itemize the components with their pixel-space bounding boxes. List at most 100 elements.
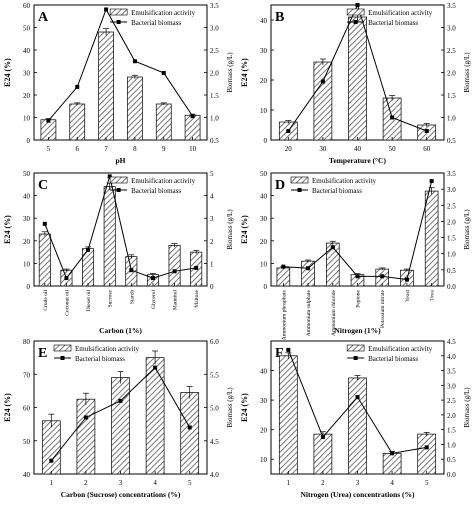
- y-tick-label: 30: [260, 47, 268, 55]
- bar: [155, 103, 172, 141]
- x-tick-label: Potassium nitrate: [380, 289, 386, 328]
- biomass-point: [172, 269, 177, 274]
- y2-tick-label: 0.5: [447, 267, 456, 275]
- legend-swatch-point: [297, 188, 302, 192]
- x-tick-label: 6: [76, 145, 80, 153]
- biomass-point: [355, 3, 360, 7]
- panel-e: 40 50 60 70 80 4.0 4.5 5.0 5.5 6.0 1 2 3 4 5 Carbon (Su…: [0, 336, 237, 506]
- y-axis-label: E24 (%): [240, 393, 249, 422]
- y-tick-label: 10: [260, 456, 268, 464]
- x-axis-label: Nitrogen (Urea) concentrations (%): [300, 490, 415, 499]
- legend-label-bar: Emulsification activity: [368, 9, 432, 17]
- y2-tick-label: 3.5: [447, 368, 456, 376]
- x-tick-label: Ammonium phosphate: [281, 289, 287, 340]
- y2-tick-label: 0.5: [210, 137, 219, 145]
- panel-letter: F: [275, 346, 284, 361]
- legend-swatch-point: [353, 356, 358, 360]
- panel-c: 0 10 20 30 40 50 0 1 2 3 4 5 Crude oil Coconut oil Die…: [0, 168, 237, 336]
- x-tick-label: Crude oil: [43, 290, 49, 311]
- y2-tick-label: 1.5: [447, 92, 456, 100]
- y-tick-label: 50: [23, 25, 31, 33]
- x-axis-label: Carbon (1%): [99, 326, 142, 335]
- legend-swatch-point: [353, 20, 358, 24]
- panel-f: 10 20 30 40 0.0 0.5 1.0 1.5 2.0 2.5 3.0 3.5 4.0 4.5 1 2…: [237, 336, 474, 506]
- x-tick-label: Urea: [430, 289, 436, 300]
- legend-swatch-point: [116, 188, 121, 192]
- y-tick-label: 40: [260, 193, 268, 201]
- y-tick-label: 10: [23, 260, 31, 268]
- y2-tick-label: 1.0: [210, 115, 219, 123]
- y-tick-label: 10: [260, 107, 268, 115]
- biomass-point: [129, 268, 134, 273]
- panel-letter: B: [275, 10, 284, 25]
- x-tick-label: 5: [47, 145, 51, 153]
- y2-tick-label: 3: [210, 215, 214, 223]
- legend-label-bar: Emulsification activity: [75, 345, 139, 353]
- y-axis-label: E24 (%): [3, 215, 12, 244]
- y-tick-label: 30: [23, 215, 31, 223]
- biomass-point: [42, 221, 47, 226]
- bar: [184, 114, 201, 141]
- y2-tick-label: 2.0: [447, 412, 456, 420]
- y-tick-label: 20: [260, 238, 268, 246]
- plot-frame: [33, 172, 208, 287]
- biomass-point: [424, 129, 429, 133]
- panel-b: 0 10 20 30 40 0.5 1.0 1.5 2.0 2.5 3.0 3.5 20 30 40 50 60…: [237, 0, 474, 168]
- y-tick-label: 40: [23, 471, 31, 479]
- x-tick-label: 30: [319, 145, 327, 153]
- legend-label-bar: Emulsification activity: [312, 177, 376, 185]
- y2-tick-label: 1.5: [447, 427, 456, 435]
- y2-tick-label: 1: [210, 260, 214, 268]
- biomass-point: [153, 365, 158, 370]
- y2-tick-label: 3.5: [210, 2, 219, 10]
- y2-tick-label: 1.0: [447, 115, 456, 123]
- y-axis-label: E24 (%): [240, 58, 249, 87]
- bar: [69, 103, 86, 141]
- x-tick-label: 2: [321, 479, 325, 487]
- biomass-point: [286, 129, 291, 133]
- biomass-point: [161, 70, 166, 75]
- biomass-point: [355, 395, 360, 400]
- legend-label-line: Bacterial biomass: [368, 19, 418, 27]
- legend-label-line: Bacterial biomass: [131, 19, 181, 27]
- y-tick-label: 30: [260, 215, 268, 223]
- bar: [348, 16, 367, 141]
- y2-tick-label: 3.0: [447, 186, 456, 194]
- bar: [348, 377, 367, 475]
- biomass-line: [44, 174, 197, 280]
- y2-tick-label: 2.5: [447, 202, 456, 210]
- biomass-point: [286, 347, 291, 352]
- legend-label-line: Bacterial biomass: [131, 187, 181, 195]
- y-tick-label: 30: [23, 70, 31, 78]
- biomass-point: [83, 415, 88, 420]
- biomass-point: [355, 274, 360, 279]
- legend-label-bar: Emulsification activity: [131, 9, 195, 17]
- y-tick-label: 80: [23, 338, 31, 346]
- y2-tick-label: 0.0: [447, 471, 456, 479]
- y-axis-label: E24 (%): [240, 215, 249, 244]
- y2-axis-label: Biomass (g/L): [463, 387, 471, 428]
- bar: [278, 355, 298, 475]
- y2-tick-label: 4.0: [447, 353, 456, 361]
- y-tick-label: 20: [23, 238, 31, 246]
- legend-label-bar: Emulsification activity: [131, 177, 195, 185]
- y2-tick-label: 3.0: [447, 382, 456, 390]
- biomass-point: [306, 266, 311, 271]
- legend-swatch-bar: [109, 176, 128, 184]
- y2-tick-label: 2: [210, 238, 214, 246]
- bar: [417, 433, 437, 475]
- biomass-point: [380, 274, 385, 279]
- panel-d: 0 10 20 30 40 50 0.0 0.5 1.0 1.5 2.0 2.5 3.0 3.5 Ammon…: [237, 168, 474, 340]
- x-tick-label: 50: [389, 145, 397, 153]
- panel-b-svg: 0 10 20 30 40 0.5 1.0 1.5 2.0 2.5 3.0 3.5 20 30 40 50 60…: [240, 2, 471, 165]
- x-tick-label: Coconut oil: [64, 290, 70, 316]
- biomass-point: [320, 79, 325, 84]
- panel-e-svg: 40 50 60 70 80 4.0 4.5 5.0 5.5 6.0 1 2 3 4 5 Carbon (Su…: [3, 338, 234, 499]
- biomass-point: [64, 276, 69, 281]
- biomass-point: [118, 398, 123, 403]
- bar: [145, 357, 165, 475]
- biomass-point: [330, 245, 335, 250]
- x-tick-label: 1: [287, 479, 291, 487]
- x-tick-label: 5: [188, 479, 192, 487]
